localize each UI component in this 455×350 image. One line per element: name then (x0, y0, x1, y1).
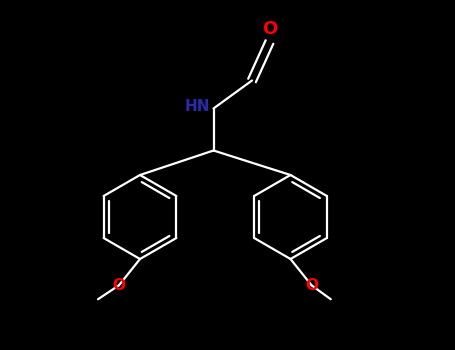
Text: O: O (262, 21, 277, 38)
Text: O: O (112, 278, 126, 293)
Text: HN: HN (184, 99, 210, 114)
Text: O: O (305, 278, 318, 293)
